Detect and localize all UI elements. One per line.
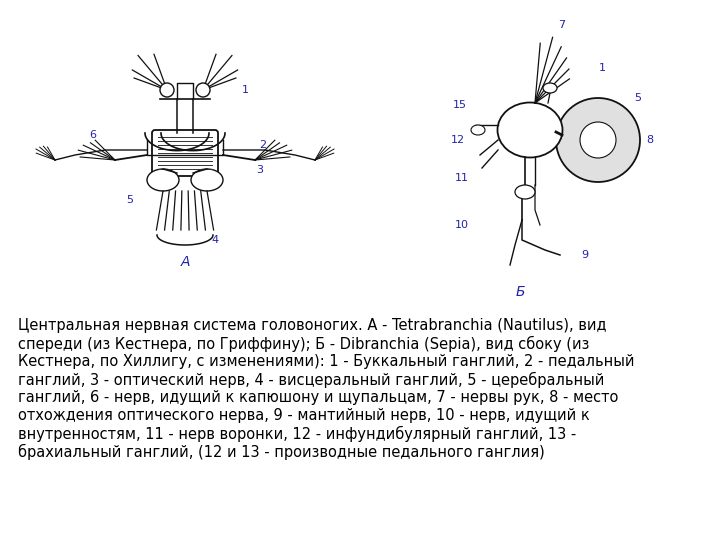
Circle shape [196,83,210,97]
Ellipse shape [543,83,557,93]
Text: 6: 6 [89,130,96,140]
Text: 7: 7 [559,20,566,30]
Text: 5: 5 [127,195,133,205]
Text: 1: 1 [241,85,248,95]
Text: Б: Б [516,285,525,299]
Text: А: А [180,255,190,269]
Text: 9: 9 [582,250,588,260]
Text: 15: 15 [453,100,467,110]
FancyBboxPatch shape [152,130,218,176]
Circle shape [580,122,616,158]
Text: 10: 10 [455,220,469,230]
Text: спереди (из Кестнера, по Гриффину); Б - Dibranchia (Sepia), вид сбоку (из: спереди (из Кестнера, по Гриффину); Б - … [18,336,590,352]
Text: 11: 11 [455,173,469,183]
Text: 8: 8 [647,135,654,145]
Ellipse shape [147,169,179,191]
Text: Кестнера, по Хиллигу, с изменениями): 1 - Буккальный ганглий, 2 - педальный: Кестнера, по Хиллигу, с изменениями): 1 … [18,354,634,369]
Text: 1: 1 [598,63,606,73]
Text: брахиальный ганглий, (12 и 13 - производные педального ганглия): брахиальный ганглий, (12 и 13 - производ… [18,444,545,460]
Text: 3: 3 [256,165,264,175]
Text: отхождения оптического нерва, 9 - мантийный нерв, 10 - нерв, идущий к: отхождения оптического нерва, 9 - мантий… [18,408,590,423]
Text: 5: 5 [634,93,642,103]
Text: 12: 12 [451,135,465,145]
Text: внутренностям, 11 - нерв воронки, 12 - инфундибулярный ганглий, 13 -: внутренностям, 11 - нерв воронки, 12 - и… [18,426,576,442]
Circle shape [160,83,174,97]
Text: ганглий, 6 - нерв, идущий к капюшону и щупальцам, 7 - нервы рук, 8 - место: ганглий, 6 - нерв, идущий к капюшону и щ… [18,390,618,405]
Ellipse shape [515,185,535,199]
Ellipse shape [471,125,485,135]
Text: 4: 4 [212,235,219,245]
Text: ганглий, 3 - оптический нерв, 4 - висцеральный ганглий, 5 - церебральный: ганглий, 3 - оптический нерв, 4 - висцер… [18,372,604,388]
Text: Центральная нервная система головоногих. А - Tetrabranchia (Nautilus), вид: Центральная нервная система головоногих.… [18,318,606,333]
Circle shape [556,98,640,182]
Ellipse shape [498,103,562,158]
Ellipse shape [191,169,223,191]
Text: 2: 2 [259,140,266,150]
